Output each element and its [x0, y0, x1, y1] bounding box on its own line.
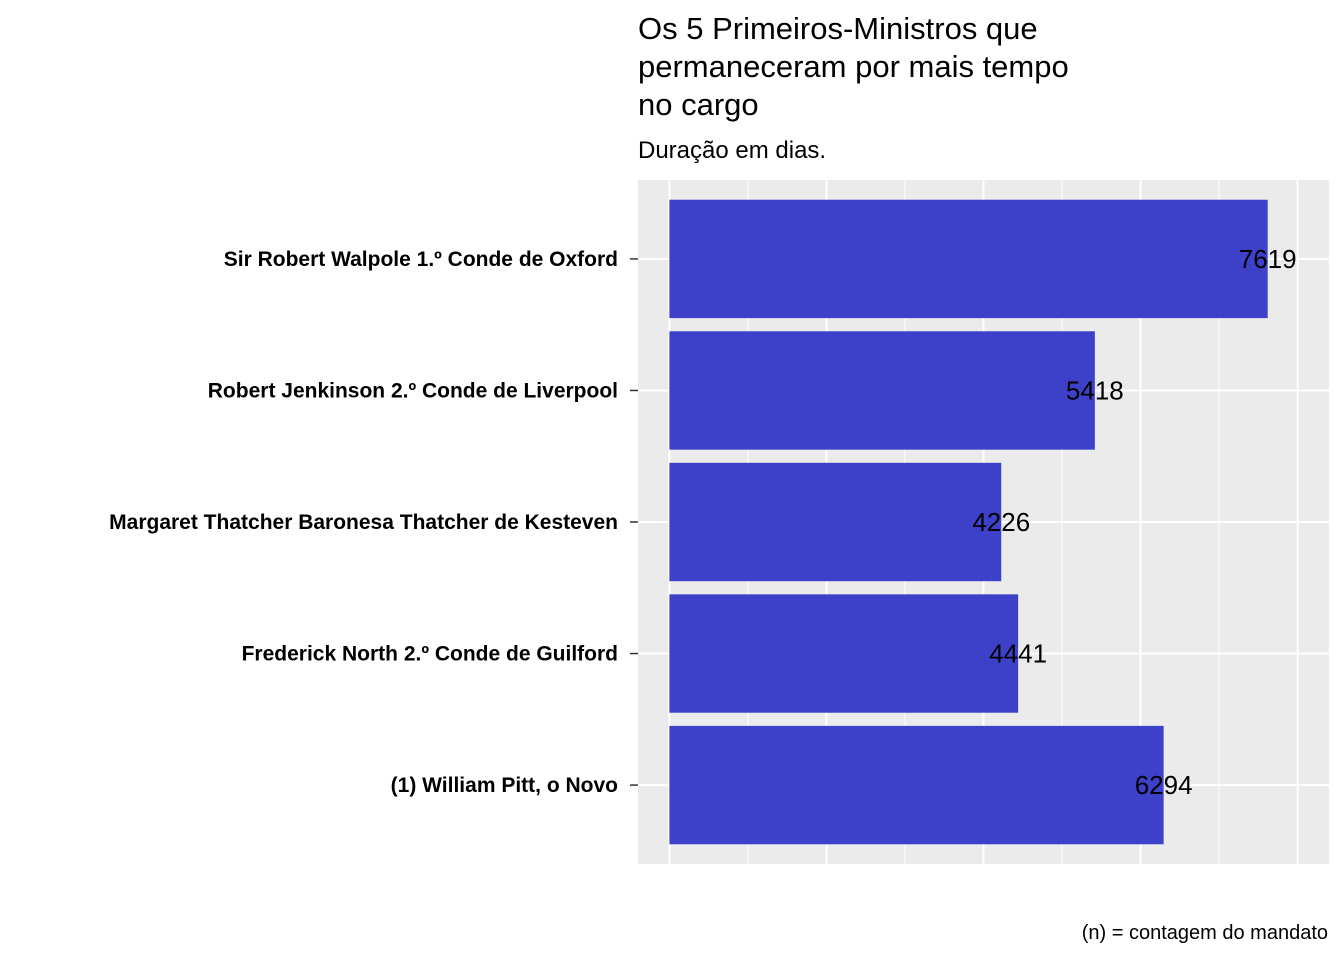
- data-label: 7619: [1239, 244, 1297, 274]
- data-label: 4441: [989, 639, 1047, 669]
- y-tick-label: Margaret Thatcher Baronesa Thatcher de K…: [109, 511, 618, 534]
- data-label: 4226: [972, 507, 1030, 537]
- y-tick-label: Robert Jenkinson 2.º Conde de Liverpool: [208, 379, 618, 402]
- chart-title: Os 5 Primeiros-Ministros que permanecera…: [638, 11, 1069, 122]
- bar: [669, 462, 1002, 582]
- chart-caption: (n) = contagem do mandato: [1081, 922, 1328, 944]
- bar: [669, 725, 1164, 845]
- y-tick-label: Frederick North 2.º Conde de Guilford: [242, 643, 618, 666]
- data-labels: 7619 5418 4226 4441 6294: [972, 244, 1296, 800]
- bar: [669, 199, 1268, 319]
- data-label: 5418: [1066, 375, 1124, 405]
- data-label: 6294: [1135, 770, 1193, 800]
- y-axis-ticks: [630, 258, 638, 786]
- chart-subtitle: Duração em dias.: [638, 137, 827, 164]
- y-tick-label: (1) William Pitt, o Novo: [391, 774, 618, 797]
- bar: [669, 331, 1095, 450]
- y-axis-labels: Sir Robert Walpole 1.º Conde de Oxford Ro…: [109, 248, 618, 797]
- y-tick-label: Sir Robert Walpole 1.º Conde de Oxford: [224, 248, 618, 271]
- bars: [669, 199, 1268, 845]
- bar: [669, 594, 1019, 713]
